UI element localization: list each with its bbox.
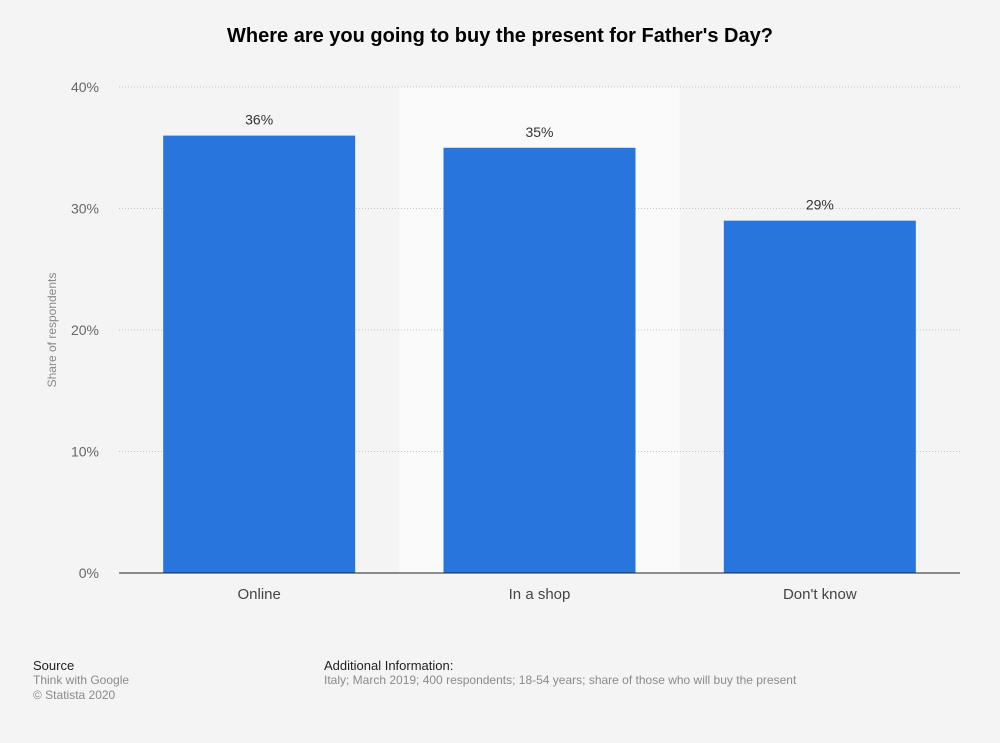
copyright-line: © Statista 2020	[33, 688, 116, 702]
y-tick-label: 10%	[71, 444, 99, 460]
data-label: 35%	[525, 124, 553, 140]
bar	[163, 135, 356, 573]
footer-source: Source Think with Google © Statista 2020	[33, 658, 129, 703]
y-tick-label: 20%	[71, 322, 99, 338]
additional-info-text: Italy; March 2019; 400 respondents; 18-5…	[324, 673, 797, 687]
x-tick-label: In a shop	[509, 586, 571, 603]
chart-title: Where are you going to buy the present f…	[227, 25, 773, 47]
bar	[443, 147, 636, 573]
bar	[723, 220, 916, 573]
y-axis-title: Share of respondents	[45, 273, 59, 388]
y-tick-label: 0%	[79, 565, 99, 581]
footer-additional-info: Additional Information: Italy; March 201…	[324, 658, 796, 688]
additional-info-heading: Additional Information:	[324, 658, 454, 673]
data-label: 36%	[245, 112, 273, 128]
x-tick-labels: Online In a shop Don't know	[237, 586, 856, 603]
x-tick-label: Online	[237, 586, 280, 603]
data-labels: 36% 35% 29%	[245, 112, 834, 213]
bars	[163, 135, 916, 573]
y-tick-labels: 0% 10% 20% 30% 40%	[71, 79, 99, 581]
data-label: 29%	[806, 197, 834, 213]
y-tick-label: 30%	[71, 201, 99, 217]
source-line: Think with Google	[33, 673, 130, 687]
y-tick-label: 40%	[71, 79, 99, 95]
source-heading: Source	[33, 658, 75, 673]
x-tick-label: Don't know	[783, 586, 857, 603]
